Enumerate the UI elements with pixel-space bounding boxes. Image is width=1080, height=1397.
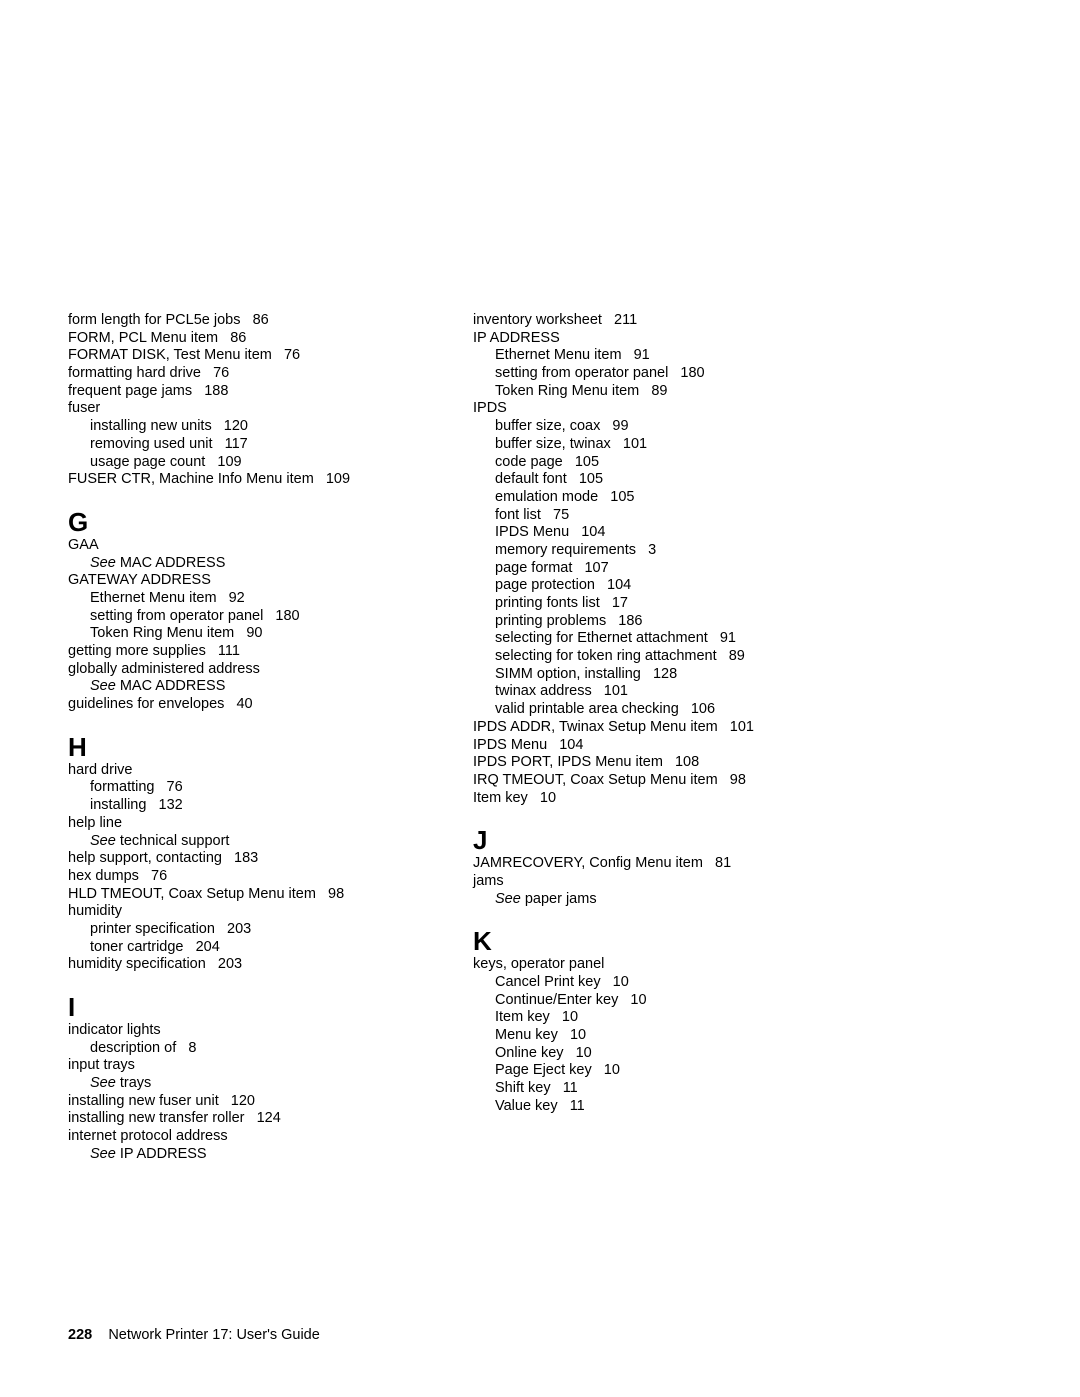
index-entry: keys, operator panel xyxy=(473,956,818,974)
index-subentry: selecting for Ethernet attachment 91 xyxy=(473,630,818,648)
index-letter: G xyxy=(68,509,413,535)
index-page: form length for PCL5e jobs 86FORM, PCL M… xyxy=(0,0,1080,1164)
index-entry: JAMRECOVERY, Config Menu item 81 xyxy=(473,855,818,873)
index-entry: inventory worksheet 211 xyxy=(473,312,818,330)
index-subentry: Token Ring Menu item 89 xyxy=(473,383,818,401)
index-subentry: removing used unit 117 xyxy=(68,436,413,454)
index-subentry: Menu key 10 xyxy=(473,1027,818,1045)
index-entry: HLD TMEOUT, Coax Setup Menu item 98 xyxy=(68,886,413,904)
index-subentry: printer specification 203 xyxy=(68,921,413,939)
index-column-right: inventory worksheet 211IP ADDRESSEtherne… xyxy=(473,312,818,1164)
index-subentry: buffer size, coax 99 xyxy=(473,418,818,436)
index-subentry: Value key 11 xyxy=(473,1098,818,1116)
index-subentry: default font 105 xyxy=(473,471,818,489)
index-subentry: Online key 10 xyxy=(473,1045,818,1063)
index-entry: input trays xyxy=(68,1057,413,1075)
index-entry: humidity xyxy=(68,903,413,921)
index-entry: hard drive xyxy=(68,762,413,780)
index-entry: help support, contacting 183 xyxy=(68,850,413,868)
index-subentry: Shift key 11 xyxy=(473,1080,818,1098)
index-subentry: memory requirements 3 xyxy=(473,542,818,560)
index-entry: indicator lights xyxy=(68,1022,413,1040)
index-subentry: IPDS Menu 104 xyxy=(473,524,818,542)
index-subentry: code page 105 xyxy=(473,454,818,472)
index-subentry: toner cartridge 204 xyxy=(68,939,413,957)
index-entry: guidelines for envelopes 40 xyxy=(68,696,413,714)
index-subentry: font list 75 xyxy=(473,507,818,525)
index-subentry: page protection 104 xyxy=(473,577,818,595)
index-entry: IPDS ADDR, Twinax Setup Menu item 101 xyxy=(473,719,818,737)
index-entry: hex dumps 76 xyxy=(68,868,413,886)
index-subentry: Item key 10 xyxy=(473,1009,818,1027)
index-subentry: Page Eject key 10 xyxy=(473,1062,818,1080)
index-subentry: printing problems 186 xyxy=(473,613,818,631)
index-entry: FORMAT DISK, Test Menu item 76 xyxy=(68,347,413,365)
index-entry: frequent page jams 188 xyxy=(68,383,413,401)
index-subentry: selecting for token ring attachment 89 xyxy=(473,648,818,666)
index-subentry: buffer size, twinax 101 xyxy=(473,436,818,454)
index-subentry: Ethernet Menu item 92 xyxy=(68,590,413,608)
index-subentry: Cancel Print key 10 xyxy=(473,974,818,992)
page-footer: 228 Network Printer 17: User's Guide xyxy=(68,1327,320,1343)
index-entry: form length for PCL5e jobs 86 xyxy=(68,312,413,330)
index-subentry: setting from operator panel 180 xyxy=(68,608,413,626)
index-subentry: printing fonts list 17 xyxy=(473,595,818,613)
index-entry: FORM, PCL Menu item 86 xyxy=(68,330,413,348)
index-subentry: installing 132 xyxy=(68,797,413,815)
index-subentry: page format 107 xyxy=(473,560,818,578)
index-entry: internet protocol address xyxy=(68,1128,413,1146)
index-entry: formatting hard drive 76 xyxy=(68,365,413,383)
index-entry: jams xyxy=(473,873,818,891)
index-entry: FUSER CTR, Machine Info Menu item 109 xyxy=(68,471,413,489)
index-subentry: SIMM option, installing 128 xyxy=(473,666,818,684)
index-subentry: Token Ring Menu item 90 xyxy=(68,625,413,643)
index-subentry: usage page count 109 xyxy=(68,454,413,472)
index-subentry: valid printable area checking 106 xyxy=(473,701,818,719)
index-letter: H xyxy=(68,734,413,760)
index-entry: getting more supplies 111 xyxy=(68,643,413,661)
index-entry: GAA xyxy=(68,537,413,555)
index-entry: installing new fuser unit 120 xyxy=(68,1093,413,1111)
index-subentry: twinax address 101 xyxy=(473,683,818,701)
index-entry: GATEWAY ADDRESS xyxy=(68,572,413,590)
index-subentry: installing new units 120 xyxy=(68,418,413,436)
index-subentry: description of 8 xyxy=(68,1040,413,1058)
index-entry: IP ADDRESS xyxy=(473,330,818,348)
index-subentry: Continue/Enter key 10 xyxy=(473,992,818,1010)
index-entry: IPDS Menu 104 xyxy=(473,737,818,755)
index-letter: I xyxy=(68,994,413,1020)
footer-title: Network Printer 17: User's Guide xyxy=(108,1327,319,1343)
index-see-ref: See MAC ADDRESS xyxy=(68,678,413,696)
index-entry: IPDS xyxy=(473,400,818,418)
index-subentry: Ethernet Menu item 91 xyxy=(473,347,818,365)
index-subentry: setting from operator panel 180 xyxy=(473,365,818,383)
index-entry: humidity specification 203 xyxy=(68,956,413,974)
index-entry: Item key 10 xyxy=(473,790,818,808)
index-see-ref: See MAC ADDRESS xyxy=(68,555,413,573)
index-entry: help line xyxy=(68,815,413,833)
index-see-ref: See technical support xyxy=(68,833,413,851)
index-subentry: emulation mode 105 xyxy=(473,489,818,507)
index-letter: J xyxy=(473,827,818,853)
index-subentry: formatting 76 xyxy=(68,779,413,797)
index-entry: IRQ TMEOUT, Coax Setup Menu item 98 xyxy=(473,772,818,790)
index-entry: IPDS PORT, IPDS Menu item 108 xyxy=(473,754,818,772)
index-column-left: form length for PCL5e jobs 86FORM, PCL M… xyxy=(68,312,413,1164)
index-see-ref: See IP ADDRESS xyxy=(68,1146,413,1164)
index-entry: installing new transfer roller 124 xyxy=(68,1110,413,1128)
index-see-ref: See paper jams xyxy=(473,891,818,909)
index-entry: globally administered address xyxy=(68,661,413,679)
page-number: 228 xyxy=(68,1327,92,1343)
index-entry: fuser xyxy=(68,400,413,418)
index-see-ref: See trays xyxy=(68,1075,413,1093)
index-letter: K xyxy=(473,928,818,954)
